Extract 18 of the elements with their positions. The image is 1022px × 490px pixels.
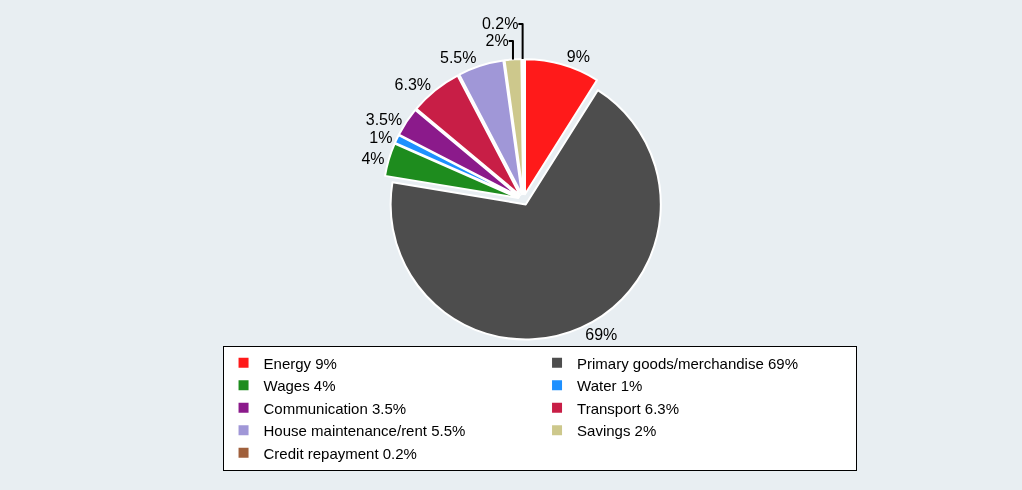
data-label: 5.5% xyxy=(439,49,477,67)
data-label: 3.5% xyxy=(365,110,403,128)
legend-label: Transport 6.3% xyxy=(577,399,680,417)
data-label: 69% xyxy=(585,326,618,344)
legend-label: Primary goods/merchandise 69% xyxy=(577,354,798,372)
legend-label: Wages 4% xyxy=(263,377,336,395)
legend-label: Energy 9% xyxy=(263,354,337,372)
legend-label: Savings 2% xyxy=(577,422,657,440)
legend-label: Credit repayment 0.2% xyxy=(263,444,417,462)
legend-label: Water 1% xyxy=(577,377,643,395)
data-label: 9% xyxy=(566,48,590,66)
data-label: 0.2% xyxy=(481,15,519,33)
legend-label: House maintenance/rent 5.5% xyxy=(263,422,466,440)
data-label: 1% xyxy=(369,128,393,146)
data-label: 6.3% xyxy=(394,76,432,94)
data-label: 2% xyxy=(485,32,509,50)
legend-label: Communication 3.5% xyxy=(263,399,407,417)
data-label: 4% xyxy=(361,150,385,168)
